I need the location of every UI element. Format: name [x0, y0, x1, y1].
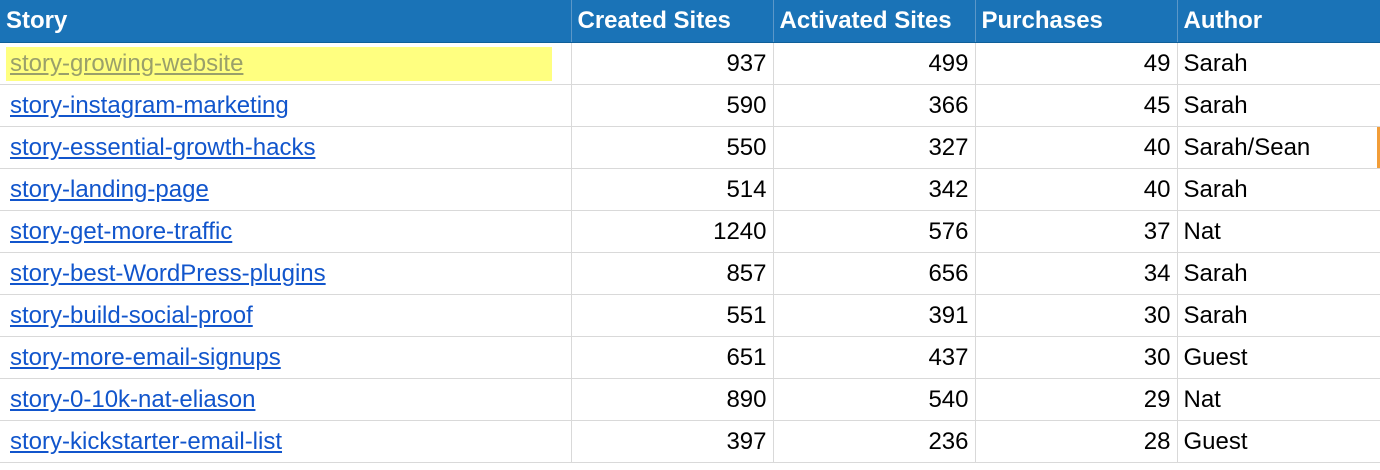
activated-sites-cell[interactable]: 391 [773, 294, 976, 337]
header-row: Story Created Sites Activated Sites Purc… [0, 0, 1380, 43]
activated-sites-cell[interactable]: 656 [773, 252, 976, 295]
activated-sites-cell[interactable]: 236 [773, 420, 976, 463]
purchases-cell[interactable]: 37 [975, 210, 1178, 253]
table-row: story-more-email-signups 651 437 30 Gues… [0, 336, 1380, 379]
story-cell[interactable]: story-growing-website [0, 42, 572, 85]
author-cell[interactable]: Sarah [1177, 252, 1380, 295]
story-link[interactable]: story-landing-page [10, 175, 209, 203]
column-header-purchases[interactable]: Purchases [975, 0, 1178, 43]
activated-sites-cell[interactable]: 576 [773, 210, 976, 253]
purchases-cell[interactable]: 34 [975, 252, 1178, 295]
story-cell[interactable]: story-0-10k-nat-eliason [0, 378, 572, 421]
purchases-cell[interactable]: 30 [975, 336, 1178, 379]
created-sites-cell[interactable]: 857 [571, 252, 774, 295]
created-sites-cell[interactable]: 397 [571, 420, 774, 463]
purchases-cell[interactable]: 45 [975, 84, 1178, 127]
story-link[interactable]: story-essential-growth-hacks [10, 133, 316, 161]
activated-sites-cell[interactable]: 540 [773, 378, 976, 421]
author-cell[interactable]: Guest [1177, 336, 1380, 379]
purchases-cell[interactable]: 30 [975, 294, 1178, 337]
story-cell[interactable]: story-best-WordPress-plugins [0, 252, 572, 295]
story-cell[interactable]: story-get-more-traffic [0, 210, 572, 253]
column-header-story[interactable]: Story [0, 0, 572, 43]
created-sites-cell[interactable]: 651 [571, 336, 774, 379]
story-cell[interactable]: story-essential-growth-hacks [0, 126, 572, 169]
activated-sites-cell[interactable]: 499 [773, 42, 976, 85]
created-sites-cell[interactable]: 890 [571, 378, 774, 421]
story-link[interactable]: story-0-10k-nat-eliason [10, 385, 256, 413]
story-link[interactable]: story-best-WordPress-plugins [10, 259, 326, 287]
column-header-author[interactable]: Author [1177, 0, 1380, 43]
purchases-cell[interactable]: 49 [975, 42, 1178, 85]
table-row: story-growing-website 937 499 49 Sarah [0, 42, 1380, 85]
author-cell[interactable]: Nat [1177, 210, 1380, 253]
table-row: story-0-10k-nat-eliason 890 540 29 Nat [0, 378, 1380, 421]
created-sites-cell[interactable]: 551 [571, 294, 774, 337]
activated-sites-cell[interactable]: 327 [773, 126, 976, 169]
created-sites-cell[interactable]: 550 [571, 126, 774, 169]
story-link[interactable]: story-kickstarter-email-list [10, 427, 283, 455]
table-row: story-landing-page 514 342 40 Sarah [0, 168, 1380, 211]
activated-sites-cell[interactable]: 366 [773, 84, 976, 127]
purchases-cell[interactable]: 40 [975, 168, 1178, 211]
author-cell[interactable]: Sarah [1177, 294, 1380, 337]
column-header-created-sites[interactable]: Created Sites [571, 0, 774, 43]
story-link[interactable]: story-growing-website [6, 46, 552, 81]
author-cell[interactable]: Nat [1177, 378, 1380, 421]
table-row: story-get-more-traffic 1240 576 37 Nat [0, 210, 1380, 253]
story-link[interactable]: story-build-social-proof [10, 301, 253, 329]
story-cell[interactable]: story-build-social-proof [0, 294, 572, 337]
story-link[interactable]: story-get-more-traffic [10, 217, 233, 245]
table-row: story-essential-growth-hacks 550 327 40 … [0, 126, 1380, 169]
created-sites-cell[interactable]: 514 [571, 168, 774, 211]
created-sites-cell[interactable]: 937 [571, 42, 774, 85]
story-link[interactable]: story-more-email-signups [10, 343, 281, 371]
author-cell[interactable]: Sarah [1177, 84, 1380, 127]
column-header-activated-sites[interactable]: Activated Sites [773, 0, 976, 43]
table-row: story-kickstarter-email-list 397 236 28 … [0, 420, 1380, 463]
story-link[interactable]: story-instagram-marketing [10, 91, 289, 119]
activated-sites-cell[interactable]: 342 [773, 168, 976, 211]
story-cell[interactable]: story-instagram-marketing [0, 84, 572, 127]
purchases-cell[interactable]: 40 [975, 126, 1178, 169]
story-cell[interactable]: story-landing-page [0, 168, 572, 211]
story-cell[interactable]: story-kickstarter-email-list [0, 420, 572, 463]
table-row: story-build-social-proof 551 391 30 Sara… [0, 294, 1380, 337]
created-sites-cell[interactable]: 1240 [571, 210, 774, 253]
author-cell[interactable]: Sarah [1177, 42, 1380, 85]
table-row: story-instagram-marketing 590 366 45 Sar… [0, 84, 1380, 127]
table-row: story-best-WordPress-plugins 857 656 34 … [0, 252, 1380, 295]
created-sites-cell[interactable]: 590 [571, 84, 774, 127]
activated-sites-cell[interactable]: 437 [773, 336, 976, 379]
author-cell[interactable]: Sarah [1177, 168, 1380, 211]
author-cell[interactable]: Guest [1177, 420, 1380, 463]
purchases-cell[interactable]: 29 [975, 378, 1178, 421]
purchases-cell[interactable]: 28 [975, 420, 1178, 463]
story-cell[interactable]: story-more-email-signups [0, 336, 572, 379]
author-cell[interactable]: Sarah/Sean [1177, 126, 1380, 169]
